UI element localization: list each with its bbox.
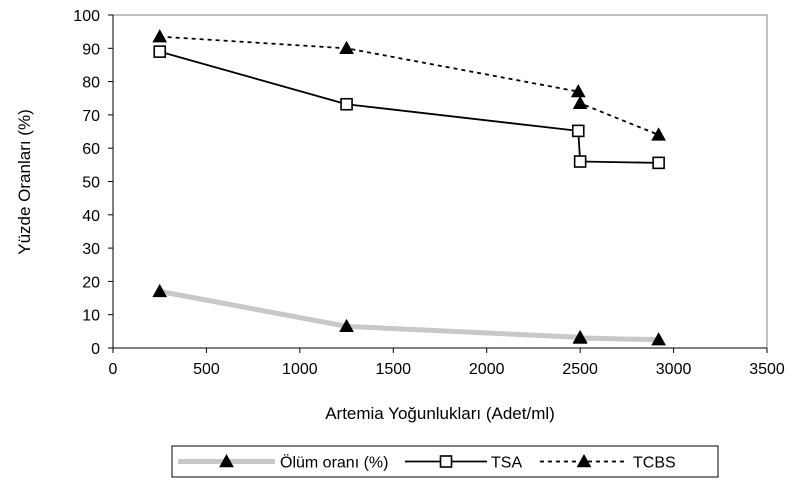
legend-items: Ölüm oranı (%) TSA TCBS (178, 454, 676, 472)
data-point (651, 127, 666, 141)
series-2 (152, 29, 666, 141)
legend-marker (439, 455, 453, 468)
legend-marker (576, 453, 592, 468)
series-0 (152, 283, 666, 346)
series-layer (152, 29, 666, 346)
legend: Ölüm oranı (%) TSA TCBS (171, 445, 719, 478)
data-point (651, 332, 666, 346)
data-point (571, 124, 585, 138)
plot-area (112, 14, 768, 349)
y-tick-label: 70 (82, 108, 100, 125)
y-tick-label: 100 (73, 8, 100, 25)
data-point (572, 95, 588, 109)
series-1 (153, 45, 665, 170)
y-tick-label: 60 (82, 141, 100, 158)
y-tick-label: 90 (82, 41, 100, 58)
data-point (339, 40, 354, 54)
data-point (570, 84, 586, 98)
y-tick-label: 20 (82, 274, 100, 291)
x-tick-label: 1500 (375, 361, 411, 378)
x-tick-label: 1000 (282, 361, 318, 378)
y-tick-label: 40 (82, 208, 100, 225)
x-axis-title: Artemia Yoğunlukları (Adet/ml) (325, 404, 555, 423)
x-tick-label: 3500 (749, 361, 785, 378)
data-point (152, 283, 168, 298)
x-tick-label: 500 (193, 361, 220, 378)
data-point (340, 97, 353, 111)
data-point (152, 29, 168, 43)
y-tick-label: 80 (82, 75, 100, 92)
legend-label: TCBS (633, 455, 676, 472)
y-tick-label: 0 (91, 341, 100, 358)
x-tick-label: 2000 (469, 361, 505, 378)
x-tick-label: 2500 (562, 361, 598, 378)
axes: 0 500 1000 1500 2000 2500 3000 3500 0 10 20 30 40 50 6… (73, 8, 785, 378)
data-point (572, 330, 588, 344)
y-tick-label: 10 (82, 308, 100, 325)
x-tick-label: 0 (109, 361, 118, 378)
data-point (652, 156, 665, 170)
data-point (573, 155, 587, 168)
data-point (153, 45, 167, 58)
legend-label: TSA (491, 455, 522, 472)
y-axis-title: Yüzde Oranları (%) (15, 109, 34, 255)
legend-item: TSA (405, 455, 522, 472)
y-tick-label: 50 (82, 175, 100, 192)
data-point (339, 318, 354, 333)
legend-item: Ölüm oranı (%) (178, 454, 388, 472)
legend-marker (219, 453, 234, 468)
y-tick-label: 30 (82, 241, 100, 258)
legend-item: TCBS (540, 453, 676, 472)
x-tick-label: 3000 (656, 361, 692, 378)
legend-label: Ölüm oranı (%) (280, 454, 388, 472)
